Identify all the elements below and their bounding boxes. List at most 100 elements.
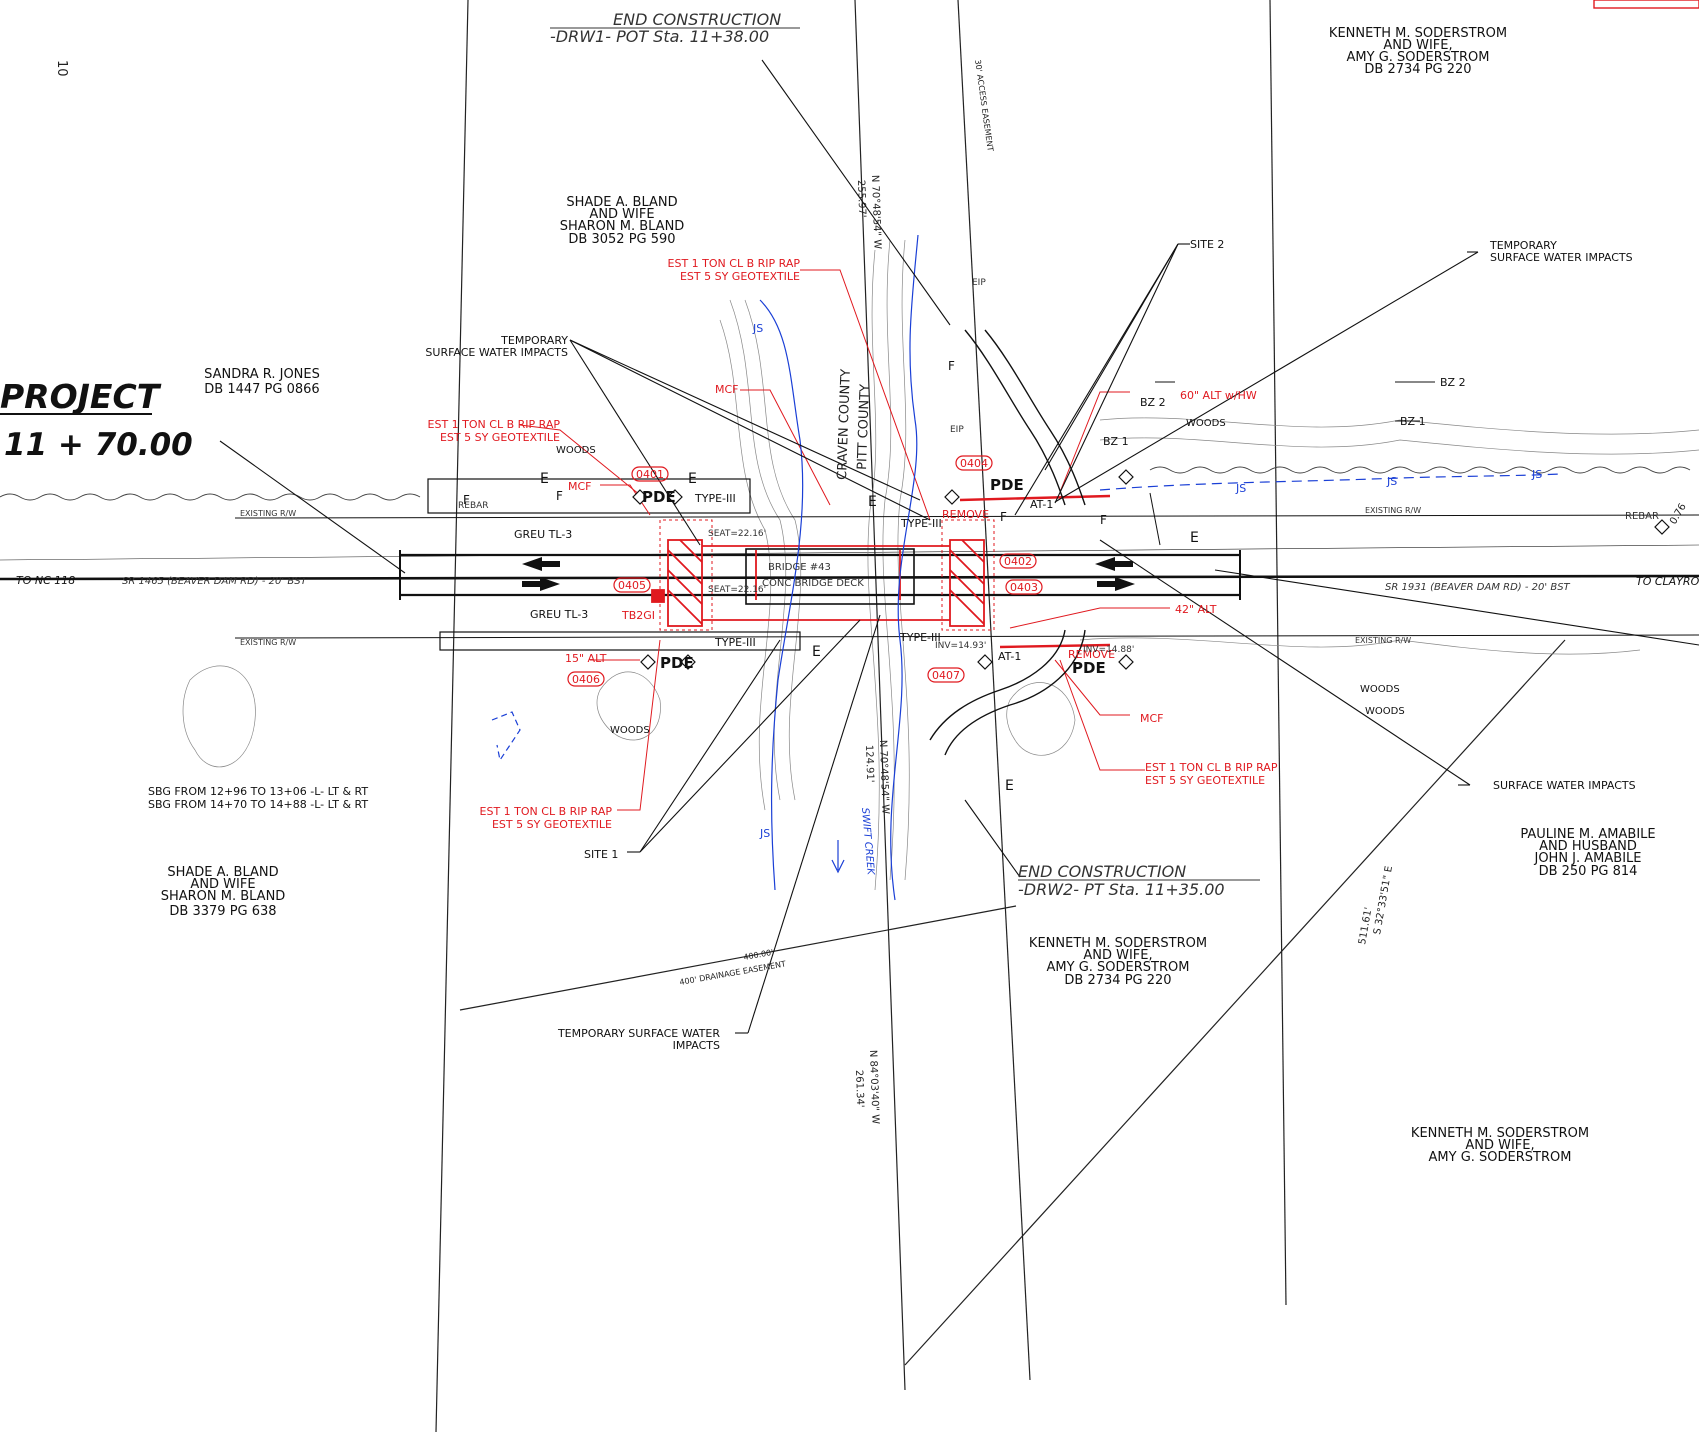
f-label-2: F xyxy=(556,489,563,503)
svg-text:0403: 0403 xyxy=(1010,581,1038,594)
bridge-label: BRIDGE #43 xyxy=(768,562,831,573)
owner-line: SHARON M. BLAND xyxy=(161,889,286,904)
bridge-red-work xyxy=(651,494,1111,649)
type3-label-4: TYPE-III xyxy=(899,631,941,644)
site1-label: SITE 1 xyxy=(584,848,618,861)
bz2-label-near: BZ 2 xyxy=(1140,396,1166,409)
access-easement-label: 30' ACCESS EASEMENT xyxy=(973,59,995,152)
existing-rw-label-left-bottom: EXISTING R/W xyxy=(240,638,296,647)
owner-line: JOHN J. AMABILE xyxy=(1533,851,1641,866)
remove-label-bottom: REMOVE xyxy=(1068,648,1115,661)
corner-mark-label: 0.76 xyxy=(1668,502,1689,527)
woods-label-4: WOODS xyxy=(1360,684,1400,695)
dist2-label: 124.91' xyxy=(863,745,875,783)
to-nc118-label: TO NC 118 xyxy=(16,574,75,587)
riprap-top-line2: EST 5 SY GEOTEXTILE xyxy=(680,270,800,283)
stream xyxy=(491,234,1561,901)
owner-line: AND WIFE, xyxy=(1083,948,1152,963)
red-notes: EST 1 TON CL B RIP RAP EST 5 SY GEOTEXTI… xyxy=(428,257,1278,831)
owner-soderstrom-top: KENNETH M. SODERSTROM AND WIFE, AMY G. S… xyxy=(1329,26,1507,77)
pde-label-3: PDE xyxy=(990,476,1024,494)
temp-sw-right-line1: TEMPORARY xyxy=(1489,239,1557,252)
mcf-label-left: MCF xyxy=(568,480,592,493)
sr1931-label: SR 1931 (BEAVER DAM RD) - 20' BST xyxy=(1385,582,1571,593)
type3-label-3: TYPE-III xyxy=(900,517,942,530)
bz1-label: BZ 1 xyxy=(1400,415,1426,428)
impact-tags: 0401 0402 0403 0404 0405 0406 0407 xyxy=(567,455,1043,687)
swift-creek-label: SWIFT CREEK xyxy=(859,807,876,876)
end-construction-top: END CONSTRUCTION -DRW1- POT Sta. 11+38.0… xyxy=(550,10,800,46)
riprap-left-line1: EST 1 TON CL B RIP RAP xyxy=(428,418,561,431)
tag-0404: 0404 xyxy=(955,455,993,471)
owner-bland-bottom: SHADE A. BLAND AND WIFE SHARON M. BLAND … xyxy=(161,865,286,919)
owner-line: AND WIFE, xyxy=(1383,38,1452,53)
temp-sw-bottom-line1: TEMPORARY SURFACE WATER xyxy=(557,1027,720,1040)
owner-line: AND WIFE xyxy=(190,877,255,892)
sbg-line-2: SBG FROM 14+70 TO 14+88 -L- LT & RT xyxy=(148,798,368,811)
owner-line: SHADE A. BLAND xyxy=(566,195,677,210)
e-label-6: E xyxy=(1190,530,1199,546)
riprap-bottom-right-line2: EST 5 SY GEOTEXTILE xyxy=(1145,774,1265,787)
owner-amabile: PAULINE M. AMABILE AND HUSBAND JOHN J. A… xyxy=(1520,827,1655,879)
f-label-1: F xyxy=(463,493,470,507)
project-callout: PROJECT 11 + 70.00 xyxy=(0,377,193,463)
dist3-label: 261.34' xyxy=(853,1070,865,1108)
existing-rw-label-left-top: EXISTING R/W xyxy=(240,509,296,518)
tag-0407: 0407 xyxy=(927,667,965,683)
f-label-3: F xyxy=(948,359,955,373)
tb2gi-label: TB2GI xyxy=(621,609,655,622)
bearing2-label: N 70°48'54" W xyxy=(877,740,891,815)
sbg-notes: SBG FROM 12+96 TO 13+06 -L- LT & RT SBG … xyxy=(148,785,368,811)
owner-line: DB 2734 PG 220 xyxy=(1364,62,1471,77)
pitt-county-label: PITT COUNTY xyxy=(855,384,873,470)
pde-label-1: PDE xyxy=(642,488,676,506)
svg-text:0407: 0407 xyxy=(932,669,960,682)
sbg-line-1: SBG FROM 12+96 TO 13+06 -L- LT & RT xyxy=(148,785,368,798)
js-label-1: JS xyxy=(1386,475,1397,488)
riprap-bottom-left-line1: EST 1 TON CL B RIP RAP xyxy=(480,805,613,818)
owner-line: KENNETH M. SODERSTROM xyxy=(1411,1126,1589,1141)
bz1-label-near: BZ 1 xyxy=(1103,435,1129,448)
owner-bland-top: SHADE A. BLAND AND WIFE SHARON M. BLAND … xyxy=(560,195,685,247)
red-leaders xyxy=(519,269,1170,811)
contour-lines xyxy=(182,239,1699,891)
temp-sw-left-line2: SURFACE WATER IMPACTS xyxy=(425,346,568,359)
sr1465-label: SR 1465 (BEAVER DAM RD) - 20' BST xyxy=(122,576,308,587)
f-label-4: F xyxy=(1000,510,1007,524)
svg-text:0406: 0406 xyxy=(572,673,600,686)
temp-sw-right-line2: SURFACE WATER IMPACTS xyxy=(1490,251,1633,264)
bearing4-label: S 32°33'51" E xyxy=(1372,865,1395,935)
owner-line: DB 1447 PG 0866 xyxy=(204,382,319,397)
sheet-border-mark xyxy=(1593,0,1699,9)
misc-labels: PDE PDE PDE PDE TYPE-III TYPE-III TYPE-I… xyxy=(463,322,1542,840)
existing-edge-lines xyxy=(0,466,1691,501)
owner-line: DB 3379 PG 638 xyxy=(169,904,276,919)
tag-0405: 0405 xyxy=(613,577,651,593)
owner-line: KENNETH M. SODERSTROM xyxy=(1329,26,1507,41)
site2-label: SITE 2 xyxy=(1190,238,1224,251)
e-label-4: E xyxy=(812,644,821,660)
alt42-label: 42" ALT xyxy=(1175,603,1217,616)
dist1-label: 255.97' xyxy=(855,180,867,218)
js-label-5: JS xyxy=(759,827,770,840)
greu-label-2: GREU TL-3 xyxy=(530,608,588,621)
end-construction-top-line2: -DRW1- POT Sta. 11+38.00 xyxy=(550,27,769,46)
dist4-label: 511.61' xyxy=(1357,906,1374,945)
svg-text:0401: 0401 xyxy=(636,468,664,481)
project-station: 11 + 70.00 xyxy=(4,427,193,463)
seat-label-1: SEAT=22.16' xyxy=(708,529,766,539)
sheet-number-label: 10 xyxy=(54,60,69,77)
e-label-2: E xyxy=(688,471,697,487)
tag-0402: 0402 xyxy=(999,553,1037,569)
svg-text:0405: 0405 xyxy=(618,579,646,592)
e-label-1: E xyxy=(540,471,549,487)
riprap-top-line1: EST 1 TON CL B RIP RAP xyxy=(668,257,801,270)
bearing1-label: N 70°48'54" W xyxy=(869,175,883,250)
owner-line: AND WIFE xyxy=(589,207,654,222)
temp-sw-left-line1: TEMPORARY xyxy=(500,334,568,347)
woods-label-5: WOODS xyxy=(1365,706,1405,717)
pde-label-2: PDE xyxy=(660,654,694,672)
